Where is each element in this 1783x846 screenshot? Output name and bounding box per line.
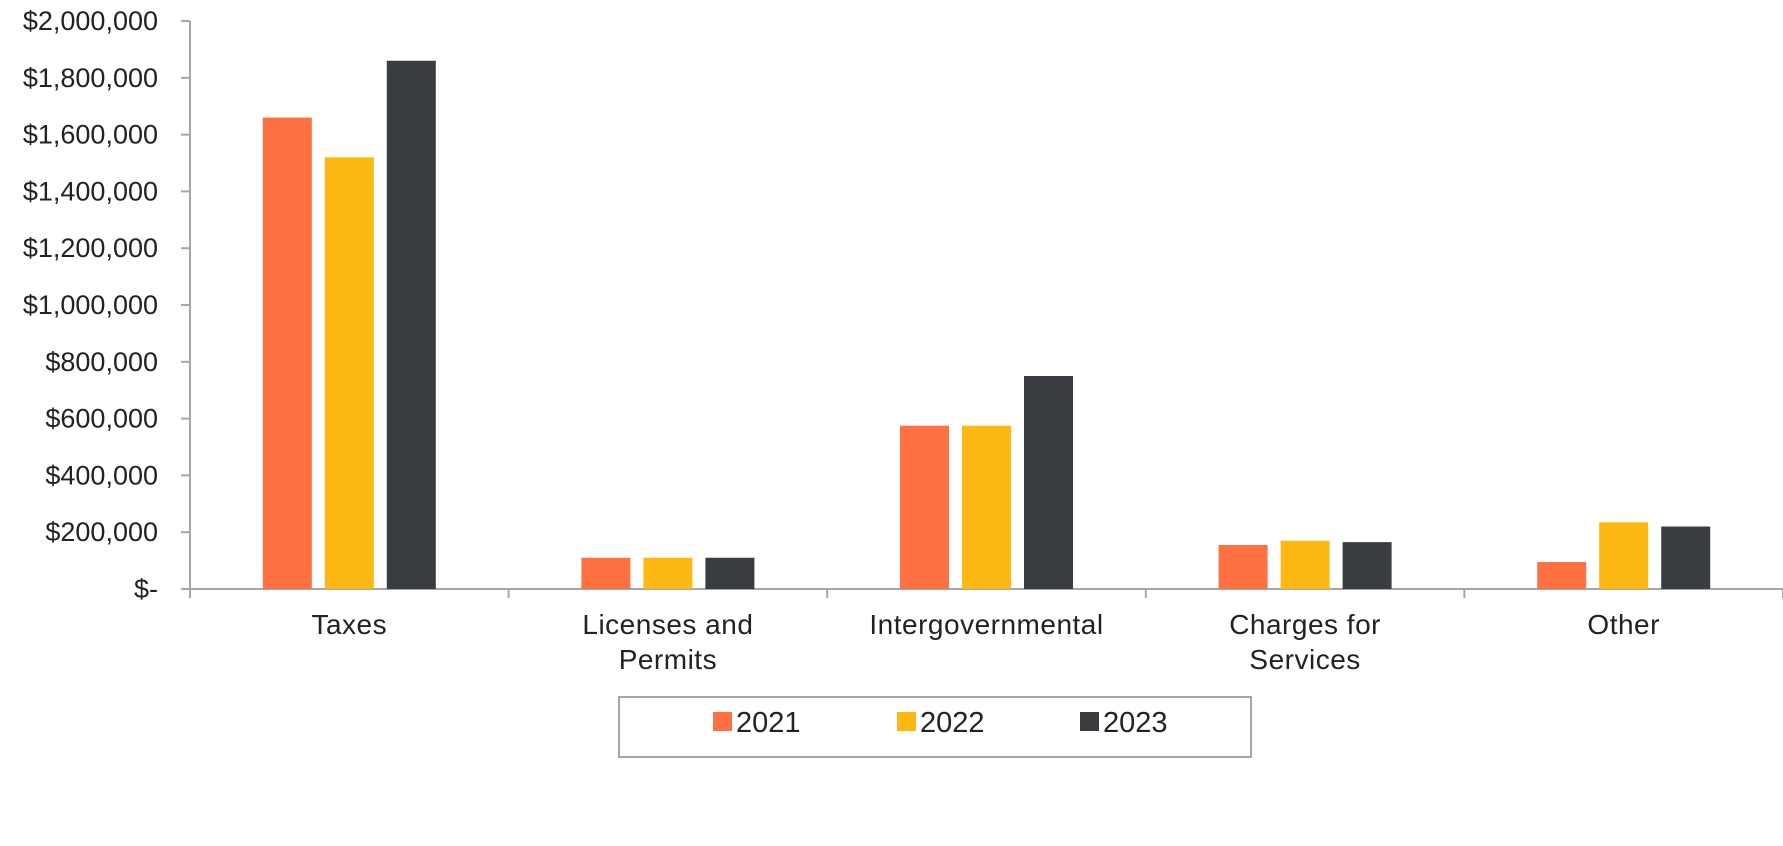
bar-2023 bbox=[705, 557, 755, 589]
y-tick-label: $2,000,000 bbox=[23, 6, 158, 36]
bar-2021 bbox=[1218, 544, 1268, 589]
y-tick-label: $1,400,000 bbox=[23, 176, 158, 206]
x-category-label: Intergovernmental bbox=[869, 609, 1103, 640]
bar-2022 bbox=[1280, 540, 1330, 589]
y-tick-label: $800,000 bbox=[45, 347, 158, 377]
x-category-label-line: Licenses and bbox=[582, 609, 753, 640]
legend-swatch-2021 bbox=[713, 712, 732, 731]
legend-box bbox=[618, 696, 1252, 758]
x-category-label: Charges for Services bbox=[1229, 609, 1381, 675]
bar-2023 bbox=[1661, 526, 1711, 589]
x-category-label-line: Intergovernmental bbox=[869, 609, 1103, 640]
legend-label: 2021 bbox=[736, 707, 801, 739]
bar-2022 bbox=[962, 425, 1011, 589]
bar-2023 bbox=[1342, 542, 1392, 589]
y-tick-label: $- bbox=[134, 574, 158, 604]
x-category-label: Licenses and Permits bbox=[582, 609, 753, 675]
y-tick-label: $1,600,000 bbox=[23, 120, 158, 150]
bar-2022 bbox=[1599, 522, 1649, 589]
bar-2021 bbox=[262, 117, 312, 589]
legend-swatch-2022 bbox=[897, 712, 916, 731]
legend-label: 2022 bbox=[920, 707, 985, 739]
y-tick-label: $1,800,000 bbox=[23, 63, 158, 93]
x-category-label: Taxes bbox=[311, 609, 387, 640]
bar-2022 bbox=[643, 557, 693, 589]
bar-2023 bbox=[386, 60, 436, 589]
bar-2022 bbox=[324, 157, 374, 589]
x-category-label-line: Services bbox=[1249, 644, 1360, 675]
y-tick-label: $1,000,000 bbox=[23, 290, 158, 320]
y-tick-label: $200,000 bbox=[45, 517, 158, 547]
x-category-label-line: Other bbox=[1587, 609, 1660, 640]
bars bbox=[262, 60, 1711, 589]
y-tick-label: $400,000 bbox=[45, 460, 158, 490]
x-category-label-line: Taxes bbox=[311, 609, 387, 640]
x-axis: Taxes Licenses and Permits Intergovernmenta… bbox=[189, 588, 1783, 675]
y-axis: $- $200,000 $400,000 $600,000 $800,000 $1,000… bbox=[23, 6, 191, 604]
x-category-label-line: Permits bbox=[619, 644, 717, 675]
y-tick-label: $600,000 bbox=[45, 404, 158, 434]
bar-2023 bbox=[1024, 376, 1073, 589]
bar-2021 bbox=[1537, 562, 1587, 589]
y-tick-label: $1,200,000 bbox=[23, 233, 158, 263]
legend-swatch-2023 bbox=[1080, 712, 1099, 731]
legend-label: 2023 bbox=[1103, 707, 1168, 739]
legend: 2021 2022 2023 bbox=[618, 696, 1252, 758]
x-category-label: Other bbox=[1587, 609, 1660, 640]
bar-2021 bbox=[581, 557, 631, 589]
x-category-label-line: Charges for bbox=[1229, 609, 1381, 640]
bar-2021 bbox=[900, 425, 949, 589]
